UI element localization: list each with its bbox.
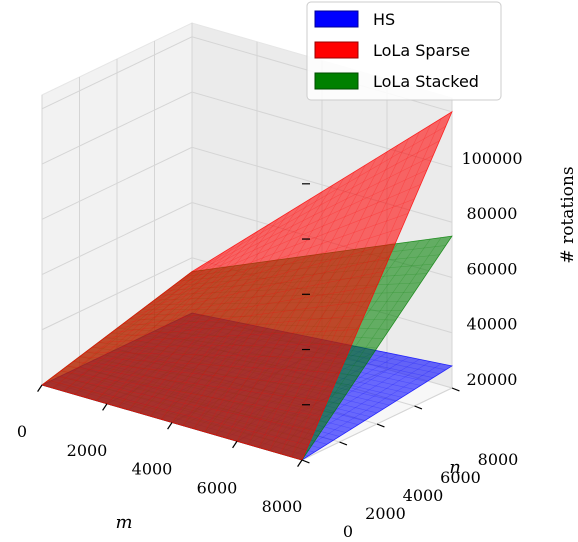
surface-mesh-line [185, 126, 446, 277]
surface-mesh-line [60, 370, 321, 417]
surface-mesh-line [66, 365, 328, 403]
surface-mesh-line [74, 251, 225, 395]
surface-mesh-line [182, 184, 334, 426]
y-axis-label: n [449, 457, 461, 478]
x-label: 6000 [197, 478, 238, 497]
surface-mesh-line [215, 164, 366, 436]
y-tick [451, 387, 460, 392]
surface-mesh-line [139, 211, 290, 414]
grid-line-z [41, 91, 453, 168]
surface-mesh-line [280, 124, 431, 454]
surface-mesh-line [247, 144, 399, 445]
z-label: 80000 [467, 204, 518, 223]
surface-mesh-line [98, 329, 359, 343]
x-label: 8000 [262, 497, 303, 516]
surface-mesh-line [290, 118, 442, 457]
surface-mesh-line [160, 198, 312, 420]
surface-mesh-line [150, 204, 301, 417]
surface-mesh-line [236, 151, 388, 442]
x-tick [102, 403, 108, 411]
surface-mesh-line [85, 244, 236, 398]
surface-mesh-line [116, 285, 378, 329]
surface-mesh-line [106, 231, 258, 404]
legend-label-lola-stacked: LoLa Stacked [373, 72, 479, 91]
surface-mesh-line [79, 356, 340, 374]
surface-mesh-line [225, 158, 377, 439]
surface-mesh-line [63, 258, 214, 392]
surface-mesh-line [104, 314, 365, 339]
surface-mesh-line [85, 351, 346, 359]
surface-mesh-line [54, 375, 315, 432]
y-label: 2000 [365, 504, 406, 523]
surface-mesh-line [291, 363, 442, 458]
surface-mesh-line [269, 131, 420, 451]
x-tick [167, 422, 173, 430]
surface-mesh-line [193, 178, 344, 429]
surface-mesh-line [301, 111, 453, 461]
y-tick [339, 441, 348, 446]
surface-mesh-line [301, 365, 453, 461]
legend-label-hs: HS [373, 10, 395, 29]
surface-mesh-line [95, 238, 247, 401]
lola-sparse-surface [41, 110, 453, 461]
legend: HS LoLa Sparse LoLa Stacked [306, 1, 502, 101]
surface-mesh-line [191, 111, 453, 272]
z-label: 60000 [467, 259, 518, 278]
surface-mesh-line [173, 155, 434, 287]
z-label: 100000 [461, 149, 522, 168]
surface-mesh-line [171, 191, 323, 423]
surface-patch [41, 110, 453, 461]
surface-mesh-line [41, 271, 193, 386]
x-axis-label: m [115, 512, 132, 533]
surface-mesh-line [110, 300, 371, 334]
surface-mesh-line [129, 256, 390, 320]
surface-mesh-line [301, 235, 453, 461]
surface-mesh-line [48, 379, 309, 446]
legend-label-lola-sparse: LoLa Sparse [373, 41, 470, 60]
surface-mesh-line [258, 138, 409, 448]
surface-mesh-line [52, 264, 204, 389]
surface-mesh-line [148, 213, 409, 305]
y-label: 4000 [403, 486, 444, 505]
x-tick [232, 440, 238, 449]
axis-ticks: 0200040006000800002000400060008000200004… [17, 149, 523, 541]
y-tick [414, 405, 423, 410]
surface-mesh-line [160, 184, 421, 296]
y-tick [376, 423, 385, 428]
y-label: 8000 [478, 450, 519, 469]
legend-swatch-hs [314, 10, 359, 28]
y-tick [301, 459, 310, 464]
surface-mesh-line [91, 343, 353, 348]
surface-mesh-line [128, 218, 279, 411]
z-label: 20000 [467, 370, 518, 389]
x-tick [297, 459, 303, 467]
surface-mesh-line [154, 198, 415, 301]
surface-mesh-line [123, 271, 384, 324]
surface-mesh-line [73, 361, 334, 388]
x-label: 0 [17, 422, 27, 441]
surface-mesh-line [135, 242, 396, 315]
y-label: 6000 [440, 468, 481, 487]
surface-mesh-line [117, 224, 269, 408]
z-label: 40000 [467, 315, 518, 334]
surface-mesh-line [179, 140, 440, 282]
surface-mesh-line [141, 227, 403, 310]
x-label: 4000 [132, 460, 173, 479]
legend-swatch-lola-sparse [314, 41, 359, 59]
surface-mesh-line [166, 169, 428, 291]
surface-mesh-line [204, 171, 355, 433]
surfaces [40, 110, 454, 461]
x-tick [37, 384, 43, 392]
y-label: 0 [343, 522, 353, 541]
z-axis-label: # rotations [558, 166, 578, 263]
legend-swatch-lola-stacked [314, 72, 359, 90]
x-label: 2000 [67, 441, 108, 460]
